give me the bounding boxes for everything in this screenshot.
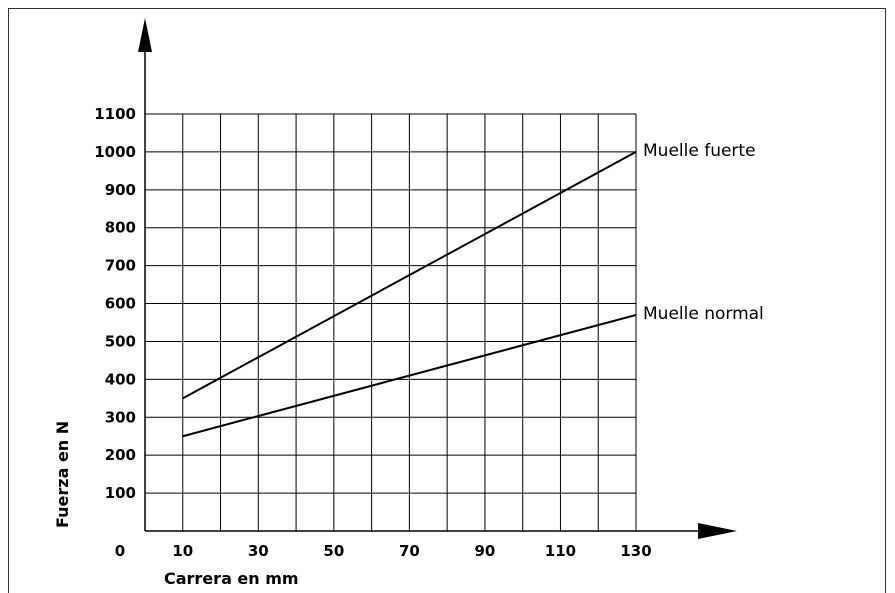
y-tick-label: 1100 <box>94 105 136 123</box>
y-tick-label: 800 <box>105 219 136 237</box>
y-tick-label: 400 <box>105 370 136 388</box>
series-line-1 <box>182 151 637 400</box>
series-line-2 <box>182 313 637 438</box>
x-axis-label: Carrera en mm <box>164 569 299 588</box>
x-axis-arrow <box>698 523 737 539</box>
x-tick-label: 70 <box>399 542 420 560</box>
axes <box>138 18 737 539</box>
y-tick-label: 600 <box>105 295 136 313</box>
y-tick-label: 700 <box>105 257 136 275</box>
series-lines: Muelle fuerte Muelle normal <box>182 141 764 438</box>
y-tick-label: 100 <box>105 484 136 502</box>
y-tick-label: 200 <box>105 446 136 464</box>
series-label-2: Muelle normal <box>643 304 764 324</box>
y-tick-label: 900 <box>105 181 136 199</box>
tick-labels: 100 200 300 400 500 600 700 800 900 1000 1100 0 10 30… <box>94 105 651 560</box>
x-tick-label: 110 <box>545 542 576 560</box>
x-tick-label: 10 <box>172 542 193 560</box>
series-label-1: Muelle fuerte <box>643 141 756 161</box>
y-tick-label: 1000 <box>94 143 136 161</box>
y-tick-label: 500 <box>105 332 136 350</box>
x-tick-label: 130 <box>620 542 651 560</box>
chart-frame <box>8 8 886 593</box>
y-axis-label: Fuerza en N <box>53 421 72 528</box>
x-tick-label: 90 <box>474 542 495 560</box>
y-tick-label: 300 <box>105 408 136 426</box>
x-tick-label: 30 <box>248 542 269 560</box>
x-tick-label: 0 <box>115 542 125 560</box>
grid <box>145 113 637 531</box>
x-tick-label: 50 <box>323 542 344 560</box>
y-axis-arrow <box>138 18 152 52</box>
